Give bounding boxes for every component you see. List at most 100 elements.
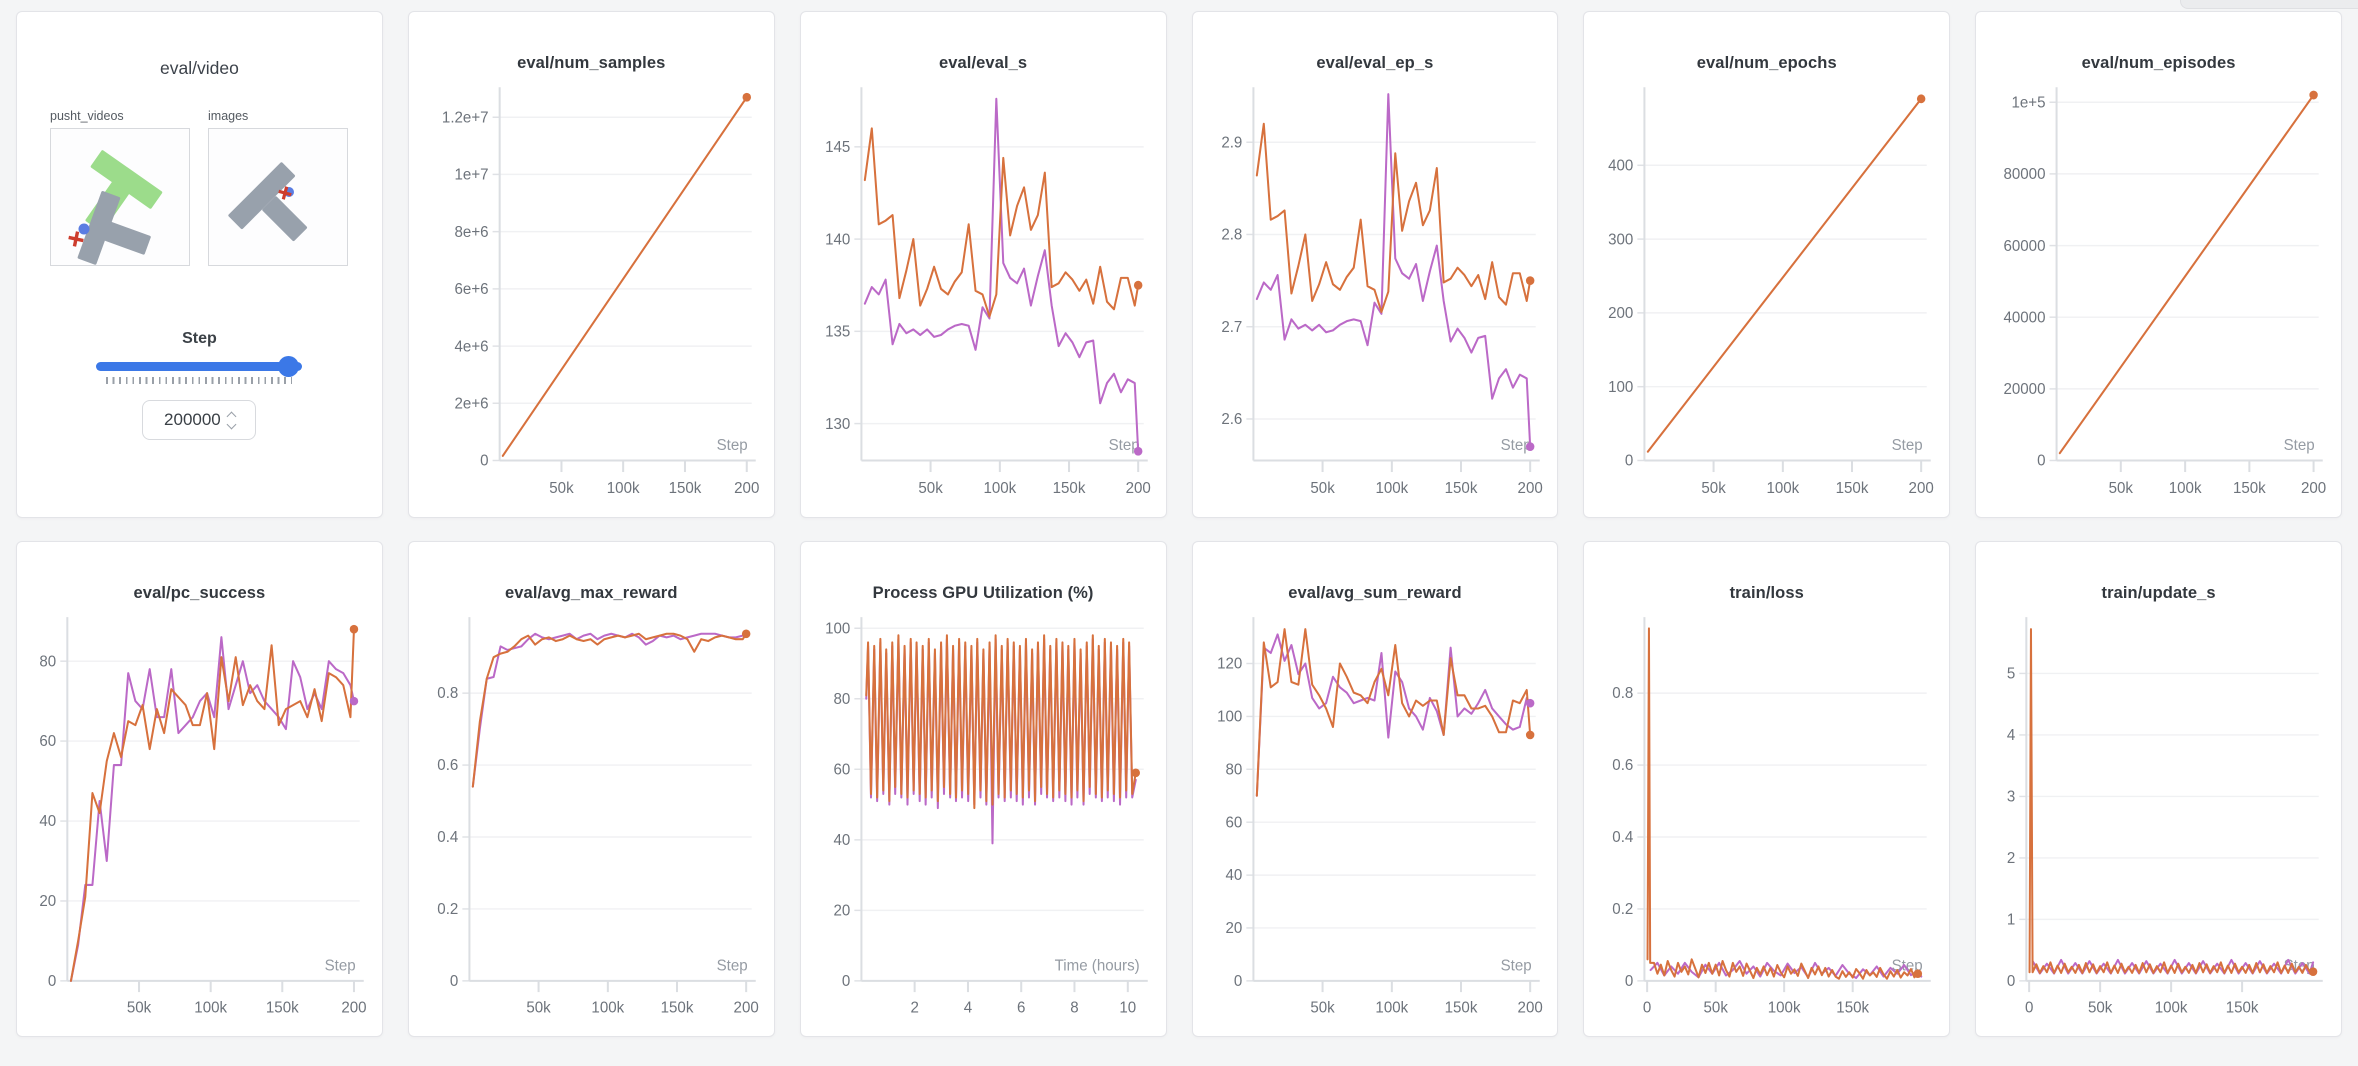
svg-text:0: 0: [480, 452, 488, 469]
svg-text:50k: 50k: [2088, 999, 2113, 1016]
line-chart[interactable]: 0 20 40 60 80 100 120 50k 100k 150k 200 Step: [1203, 611, 1550, 1034]
svg-text:0.8: 0.8: [1613, 685, 1634, 702]
svg-text:150k: 150k: [1052, 480, 1085, 497]
svg-text:135: 135: [825, 323, 850, 340]
panel-train-update-s: train/update_s 0 1 2 3 4 5 0 50k 100k 150k Step: [1975, 541, 2342, 1037]
svg-text:145: 145: [825, 139, 850, 156]
svg-text:200: 200: [733, 999, 758, 1016]
image-thumbnail[interactable]: [208, 128, 348, 266]
svg-text:Step: Step: [716, 958, 747, 975]
stepper-down-icon[interactable]: [226, 419, 237, 429]
svg-text:60: 60: [1225, 814, 1242, 831]
svg-text:6: 6: [1017, 999, 1025, 1016]
svg-text:130: 130: [825, 416, 850, 433]
svg-text:100k: 100k: [607, 480, 640, 497]
svg-text:200: 200: [1909, 480, 1934, 497]
line-chart[interactable]: 0 0.2 0.4 0.6 0.8 0 50k 100k 150k Step: [1594, 611, 1941, 1034]
svg-text:40: 40: [833, 832, 850, 849]
svg-text:0: 0: [1625, 452, 1633, 469]
line-chart[interactable]: 0 100 200 300 400 50k 100k 150k 200 Step: [1594, 81, 1941, 515]
svg-text:140: 140: [825, 231, 850, 248]
panel-eval-num-epochs: eval/num_epochs 0 100 200 300 400 50k 100k 150k…: [1583, 11, 1951, 518]
line-chart[interactable]: 0 2e+6 4e+6 6e+6 8e+6 1e+7 1.2e+7 50k 100k 150k 20…: [419, 81, 766, 515]
line-chart[interactable]: 0 0.2 0.4 0.6 0.8 50k 100k 150k 200 Step: [419, 611, 766, 1034]
svg-text:20: 20: [833, 902, 850, 919]
line-chart[interactable]: 2.6 2.7 2.8 2.9 50k 100k 150k 200 Step: [1203, 81, 1550, 515]
svg-text:150k: 150k: [1837, 999, 1870, 1016]
svg-text:4e+6: 4e+6: [454, 338, 488, 355]
images-scene-drawing: [228, 162, 308, 242]
svg-text:100k: 100k: [2155, 999, 2188, 1016]
line-chart[interactable]: 0 20 40 60 80 50k 100k 150k 200 Step: [27, 611, 374, 1034]
panel-eval-num-samples: eval/num_samples 0 2e+6 4e+6 6e+6 8e+6 1e+7 1.…: [407, 11, 775, 518]
step-slider[interactable]: [96, 356, 303, 377]
svg-text:200: 200: [341, 999, 366, 1016]
svg-text:1e+5: 1e+5: [2012, 94, 2046, 111]
svg-text:100: 100: [1608, 379, 1633, 396]
svg-text:100k: 100k: [1767, 480, 1800, 497]
media-row: pusht_videos: [50, 109, 382, 266]
svg-text:6e+6: 6e+6: [454, 281, 488, 298]
svg-text:Step: Step: [1108, 437, 1139, 454]
svg-text:50k: 50k: [1310, 480, 1335, 497]
step-value-input[interactable]: 200000: [142, 400, 257, 440]
svg-text:150k: 150k: [2233, 480, 2266, 497]
svg-text:10: 10: [1119, 999, 1136, 1016]
svg-text:50k: 50k: [526, 999, 551, 1016]
panel-train-loss: train/loss 0 0.2 0.4 0.6 0.8 0 50k 100k 150k Step: [1583, 541, 1951, 1037]
svg-text:0.8: 0.8: [437, 685, 458, 702]
svg-text:40: 40: [1225, 867, 1242, 884]
svg-text:5: 5: [2007, 665, 2015, 682]
media-label: images: [208, 109, 249, 123]
svg-text:200: 200: [2301, 480, 2326, 497]
target-cross: [68, 231, 84, 247]
chart-title: eval/num_epochs: [1696, 54, 1837, 72]
svg-text:0: 0: [1233, 973, 1241, 990]
svg-text:50k: 50k: [918, 480, 943, 497]
svg-text:200: 200: [1125, 480, 1150, 497]
step-slider-label: Step: [182, 330, 217, 347]
dashboard-grid: eval/video pusht_videos: [16, 11, 2342, 1037]
video-thumbnail-pusht[interactable]: [50, 128, 190, 266]
svg-text:100: 100: [1217, 708, 1242, 725]
line-chart[interactable]: 0 1 2 3 4 5 0 50k 100k 150k Step: [1986, 611, 2333, 1034]
svg-text:0: 0: [48, 973, 56, 990]
svg-text:4: 4: [963, 999, 972, 1016]
stepper-arrows[interactable]: [226, 411, 237, 429]
svg-text:50k: 50k: [1702, 480, 1727, 497]
svg-text:1e+7: 1e+7: [454, 166, 488, 183]
line-chart[interactable]: 0 20 40 60 80 100 2 4 6 8 10 Time (hours): [811, 611, 1158, 1034]
svg-text:200: 200: [734, 480, 759, 497]
svg-text:Step: Step: [1500, 958, 1531, 975]
svg-text:8: 8: [1070, 999, 1078, 1016]
slider-track[interactable]: [96, 362, 303, 371]
svg-text:80000: 80000: [2004, 166, 2046, 183]
agent-dot: [78, 223, 90, 235]
svg-text:60000: 60000: [2004, 238, 2046, 255]
panel-eval-eval-ep-s: eval/eval_ep_s 2.6 2.7 2.8 2.9 50k 100k 150k 20…: [1191, 11, 1559, 518]
svg-text:200: 200: [1517, 999, 1542, 1016]
svg-text:50k: 50k: [2109, 480, 2134, 497]
svg-text:50k: 50k: [1704, 999, 1729, 1016]
target-cross: [278, 186, 292, 200]
svg-text:150k: 150k: [1836, 480, 1869, 497]
line-chart[interactable]: 130 135 140 145 50k 100k 150k 200 Step: [811, 81, 1158, 515]
svg-text:0: 0: [842, 973, 850, 990]
step-value[interactable]: 200000: [164, 410, 221, 429]
svg-text:100: 100: [825, 620, 850, 637]
slider-thumb[interactable]: [277, 356, 299, 377]
svg-text:50k: 50k: [1310, 999, 1335, 1016]
svg-text:Time (hours): Time (hours): [1054, 958, 1139, 975]
line-chart[interactable]: 0 20000 40000 60000 80000 1e+5 50k 100k 150k 200 S…: [1986, 81, 2333, 515]
pusht-scene-drawing: [68, 150, 163, 265]
scrollbar-remnant[interactable]: [2180, 0, 2358, 9]
svg-text:200: 200: [1517, 480, 1542, 497]
svg-text:0: 0: [2025, 999, 2033, 1016]
svg-text:4: 4: [2007, 727, 2016, 744]
svg-text:2.7: 2.7: [1221, 319, 1242, 336]
svg-text:20: 20: [39, 893, 56, 910]
svg-text:0: 0: [2007, 973, 2015, 990]
svg-text:100k: 100k: [591, 999, 624, 1016]
svg-text:150k: 150k: [266, 999, 299, 1016]
media-panel-title: eval/video: [160, 58, 239, 78]
